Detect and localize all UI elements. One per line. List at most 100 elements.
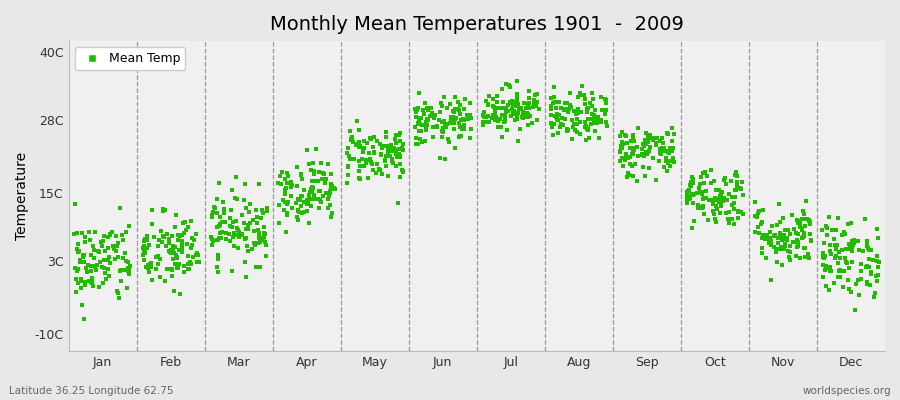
Point [824,227,839,233]
Point [497,119,511,125]
Point [87,247,102,253]
Point [230,225,244,231]
Point [410,114,424,120]
Point [411,141,426,148]
Point [490,99,504,105]
Point [824,268,838,275]
Point [346,137,360,144]
Point [649,177,663,183]
Point [516,110,530,116]
Point [708,202,723,209]
Point [580,106,594,112]
Point [170,255,184,261]
Point [411,105,426,111]
Point [212,235,227,242]
Point [481,102,495,108]
Point [304,186,319,192]
Point [379,129,393,136]
Point [463,112,477,118]
Point [144,264,158,270]
Point [797,245,812,252]
Point [352,144,366,150]
Point [168,224,183,230]
Point [154,228,168,234]
Point [815,254,830,261]
Point [793,224,807,230]
Point [348,142,363,148]
Point [726,206,741,212]
Point [819,264,833,271]
Point [182,266,196,272]
Point [565,124,580,130]
Point [293,203,308,209]
Point [207,204,221,210]
Point [518,100,532,106]
Point [795,227,809,233]
Point [717,174,732,181]
Point [461,115,475,122]
Point [119,229,133,236]
Point [833,255,848,261]
Point [588,107,602,114]
Point [74,285,88,291]
Point [777,231,791,238]
Point [121,259,135,265]
Point [190,259,204,266]
Point [396,168,410,174]
Point [482,118,497,125]
Point [708,197,723,203]
Point [615,144,629,150]
Point [205,213,220,220]
Point [594,117,608,124]
Point [215,219,230,225]
Point [70,230,85,236]
Point [570,121,584,127]
Point [795,234,809,241]
Point [500,105,514,111]
Point [526,100,541,106]
Point [697,195,711,201]
Point [571,94,585,100]
Point [774,246,788,252]
Point [552,99,566,105]
Point [436,125,450,131]
Point [626,147,641,153]
Point [300,201,314,207]
Point [385,156,400,162]
Point [525,120,539,126]
Point [780,235,795,241]
Point [842,246,856,252]
Point [314,176,328,182]
Point [378,158,392,164]
Point [176,220,190,226]
Point [686,180,700,186]
Point [422,113,436,119]
Point [284,193,299,199]
Point [432,116,446,123]
Point [180,253,194,260]
Point [408,124,422,130]
Point [310,178,325,184]
Point [252,235,266,242]
Point [118,267,132,273]
Point [357,138,372,144]
Point [839,245,853,252]
Point [81,262,95,268]
Point [138,236,152,242]
Point [153,256,167,262]
Point [140,237,154,243]
Point [85,252,99,258]
Point [634,146,649,152]
Point [772,232,787,238]
Point [210,224,224,230]
Point [870,258,885,264]
Point [715,198,729,204]
Point [369,170,383,176]
Point [733,185,747,191]
Point [321,205,336,212]
Point [571,128,585,135]
Point [90,262,104,268]
Point [232,234,247,240]
Point [591,114,606,120]
Point [392,200,406,206]
